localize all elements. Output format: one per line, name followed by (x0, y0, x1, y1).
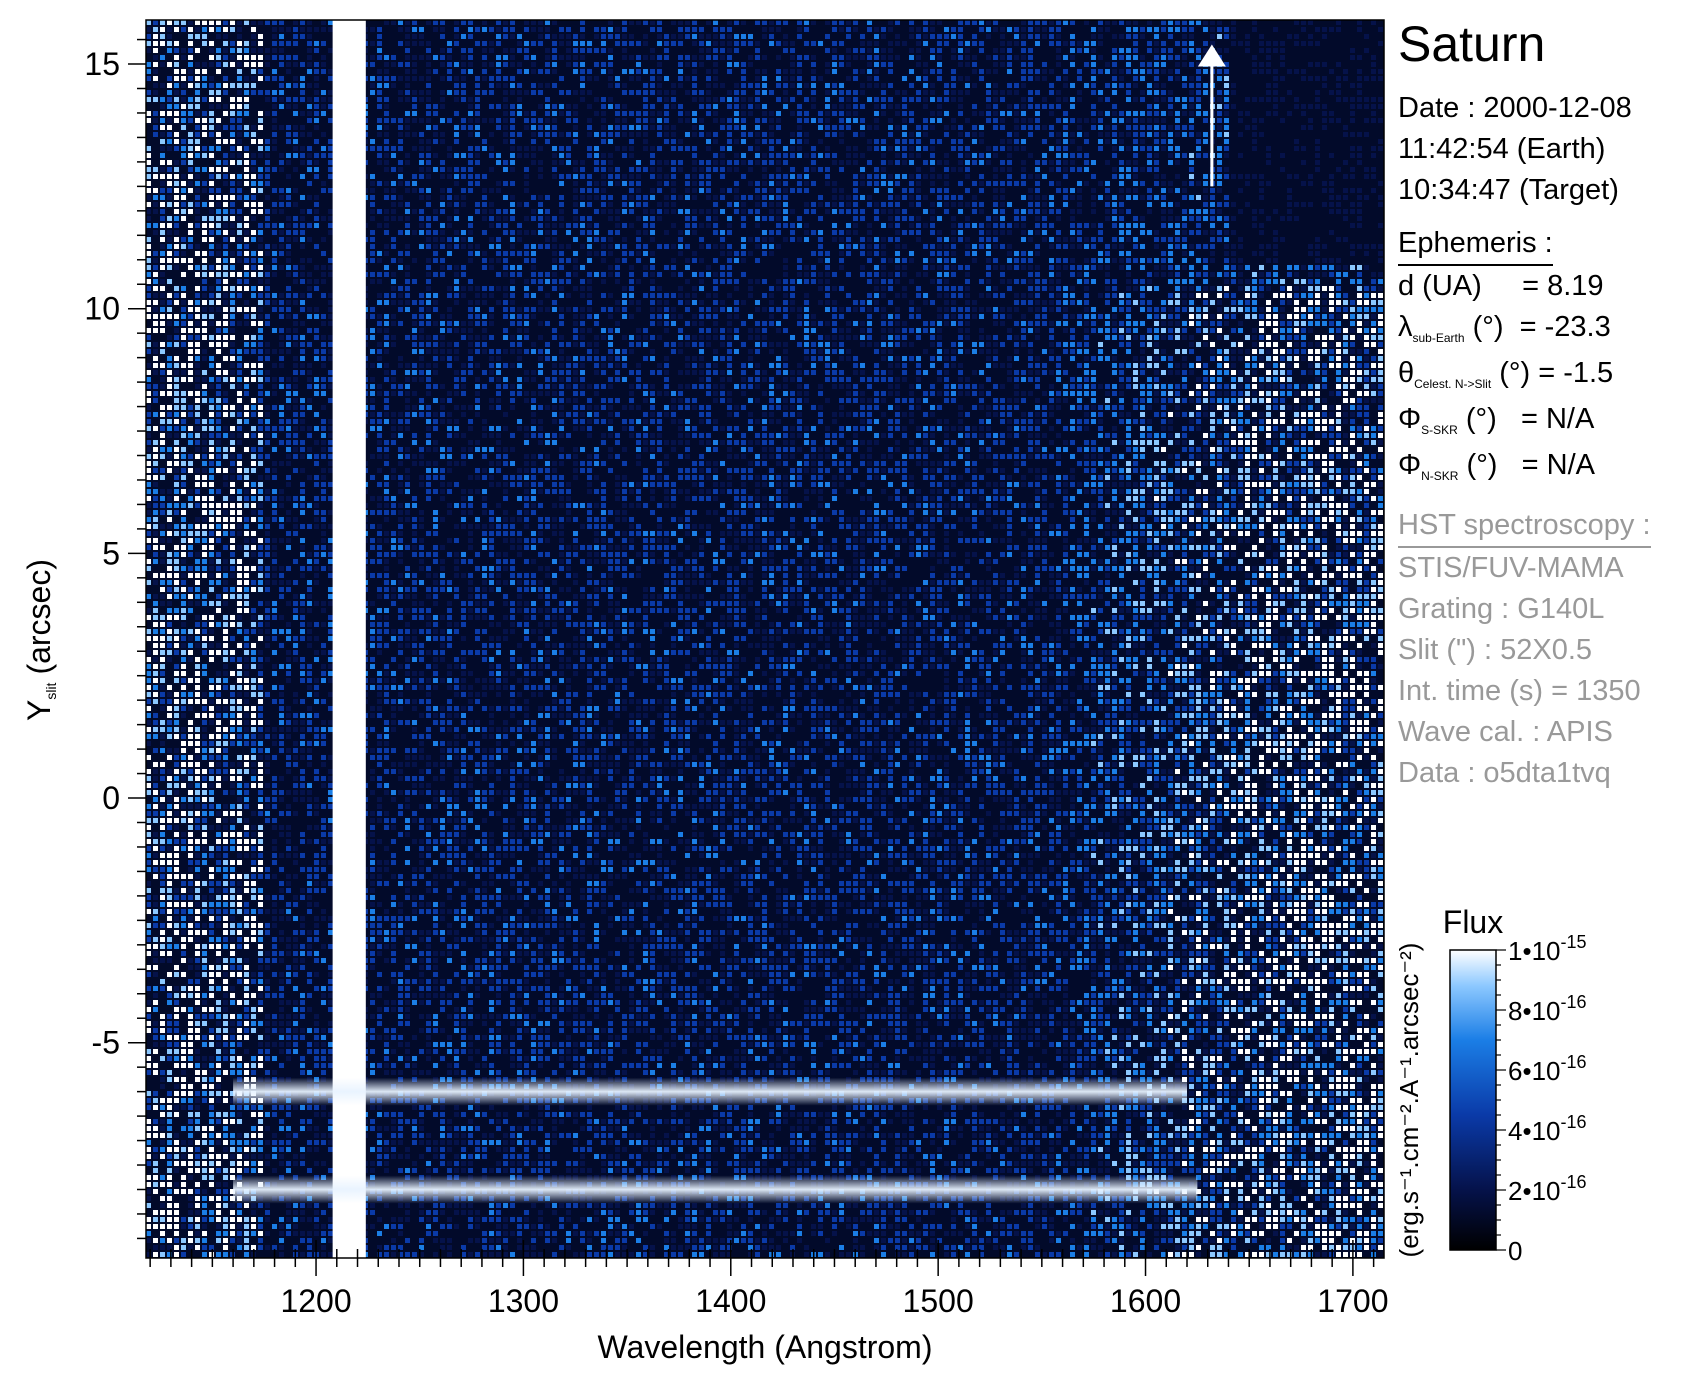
theta-sub: Celest. N->Slit (1414, 377, 1491, 391)
target-name: Saturn (1398, 14, 1683, 74)
distance-value: = 8.19 (1522, 270, 1603, 302)
colorbar-tick-label: 0 (1508, 1236, 1522, 1266)
distance-row: d (UA) = 8.19 (1398, 266, 1683, 307)
x-tick-label: 1200 (280, 1283, 351, 1319)
lyman-alpha-band (332, 20, 366, 1258)
instrument: STIS/FUV-MAMA (1398, 548, 1683, 589)
y-tick-label: -5 (92, 1025, 120, 1061)
x-tick-label: 1500 (903, 1283, 974, 1319)
x-tick-label: 1400 (695, 1283, 766, 1319)
phi-s-unit: (°) (1466, 403, 1497, 435)
colorbar-title: Flux (1443, 904, 1503, 940)
colorbar-ticks: 0 2•10-16 4•10-16 6•10-16 8•10-16 1•10-15 (1496, 932, 1587, 1266)
theta-symbol: θ (1398, 357, 1414, 389)
x-tick-label: 1600 (1110, 1283, 1181, 1319)
arrow-head (1197, 44, 1226, 67)
phi-n-symbol: Φ (1398, 449, 1421, 481)
colorbar-unit-label: (erg.s⁻¹.cm⁻².A⁻¹.arcsec⁻²) (1394, 943, 1424, 1258)
date-line: Date : 2000-12-08 (1398, 88, 1683, 129)
spectral-features (233, 20, 1198, 1258)
colorbar-tick-label: 6•10-16 (1508, 1052, 1587, 1086)
plot-area (146, 20, 1384, 1258)
y-tick-label: 0 (102, 780, 120, 816)
y-axis-label-unit: (arcsec) (21, 559, 57, 675)
y-tick-label: 10 (84, 291, 120, 327)
x-tick-label: 1300 (488, 1283, 559, 1319)
lambda-value: = -23.3 (1520, 311, 1611, 343)
phi-s-value: = N/A (1521, 403, 1594, 435)
target-time: 10:34:47 (Target) (1398, 170, 1683, 211)
int-time: Int. time (s) = 1350 (1398, 671, 1683, 712)
y-tick-label: 15 (84, 46, 120, 82)
y-axis: -5 0 5 10 15 (84, 38, 146, 1240)
hst-header: HST spectroscopy : (1398, 505, 1651, 548)
colorbar-tick-label: 2•10-16 (1508, 1172, 1587, 1206)
lambda-unit: (°) (1473, 311, 1504, 343)
phi-n-sub: N-SKR (1421, 469, 1458, 483)
theta-row: θCelest. N->Slit (°) = -1.5 (1398, 353, 1683, 399)
grating: Grating : G140L (1398, 589, 1683, 630)
x-axis-label: Wavelength (Angstrom) (598, 1329, 933, 1365)
x-axis: 1200 1300 1400 1500 1600 1700 (149, 1240, 1388, 1319)
colorbar: Flux (erg.s⁻¹.cm⁻².A⁻¹.arcsec⁻²) 0 2•10-1… (1394, 904, 1587, 1266)
y-axis-label-sub: slit (43, 682, 59, 699)
colorbar-tick-label: 1•10-15 (1508, 932, 1587, 966)
info-panel: Saturn Date : 2000-12-08 11:42:54 (Earth… (1398, 14, 1683, 794)
horizontal-band-2 (233, 1175, 1198, 1204)
y-tick-label: 5 (102, 535, 120, 571)
phi-s-row: ΦS-SKR (°) = N/A (1398, 399, 1683, 445)
x-tick-label: 1700 (1317, 1283, 1388, 1319)
phi-s-symbol: Φ (1398, 403, 1421, 435)
y-axis-label-main: Y (21, 700, 57, 721)
data-id: Data : o5dta1tvq (1398, 753, 1683, 794)
plot-frame (145, 19, 1385, 1259)
ephemeris-header: Ephemeris : (1398, 223, 1553, 266)
lambda-row: λsub-Earth (°) = -23.3 (1398, 307, 1683, 353)
wave-cal: Wave cal. : APIS (1398, 712, 1683, 753)
earth-time: 11:42:54 (Earth) (1398, 129, 1683, 170)
colorbar-tick-label: 8•10-16 (1508, 992, 1587, 1026)
horizontal-band-1 (233, 1077, 1187, 1106)
theta-value: = -1.5 (1538, 357, 1613, 389)
phi-n-row: ΦN-SKR (°) = N/A (1398, 445, 1683, 491)
lambda-sub: sub-Earth (1413, 331, 1465, 345)
colorbar-tick-label: 4•10-16 (1508, 1112, 1587, 1146)
north-arrow (1197, 44, 1226, 187)
theta-unit: (°) (1499, 357, 1530, 389)
phi-n-value: = N/A (1522, 449, 1595, 481)
slit: Slit (") : 52X0.5 (1398, 630, 1683, 671)
phi-s-sub: S-SKR (1421, 423, 1458, 437)
colorbar-gradient (1449, 949, 1497, 1251)
lambda-symbol: λ (1398, 311, 1413, 343)
distance-label: d (UA) (1398, 270, 1482, 302)
y-axis-label: Yslit (arcsec) (21, 559, 59, 721)
phi-n-unit: (°) (1467, 449, 1498, 481)
